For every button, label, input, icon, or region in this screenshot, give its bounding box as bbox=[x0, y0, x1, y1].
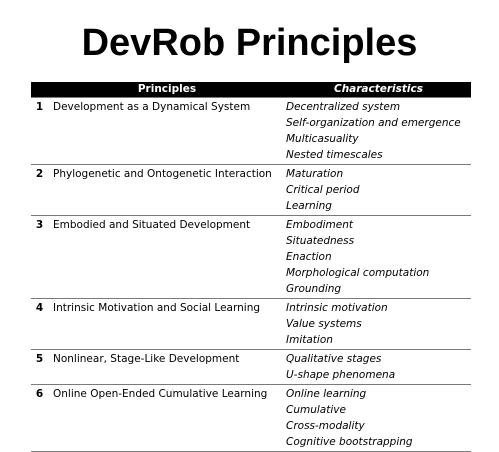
table-row: 2 Phylogenetic and Ontogenetic Interactio… bbox=[31, 164, 471, 216]
characteristic-item: Situatedness bbox=[286, 235, 355, 247]
characteristic-item: Qualitative stages bbox=[286, 353, 382, 365]
characteristics-cell: Decentralized system Self-organization an… bbox=[286, 98, 471, 165]
characteristic-item: Cumulative bbox=[286, 404, 346, 416]
table-header-row: Principles Characteristics bbox=[31, 82, 471, 98]
characteristics-cell: Maturation Critical period Learning bbox=[286, 165, 471, 216]
characteristic-item: Cross-modality bbox=[286, 420, 365, 432]
row-number: 2 bbox=[35, 168, 44, 180]
characteristic-item: Online learning bbox=[286, 388, 367, 400]
characteristic-item: Maturation bbox=[286, 168, 344, 180]
characteristic-item: Critical period bbox=[286, 184, 360, 196]
characteristic-item: Nested timescales bbox=[286, 149, 383, 161]
characteristic-item: Intrinsic motivation bbox=[286, 302, 388, 314]
row-number: 5 bbox=[35, 353, 44, 365]
header-number bbox=[31, 82, 48, 98]
characteristic-item: Multicasuality bbox=[286, 133, 359, 145]
characteristic-item: Enaction bbox=[286, 251, 332, 263]
principle-cell: Intrinsic Motivation and Social Learning bbox=[53, 302, 261, 314]
row-number: 3 bbox=[35, 219, 44, 231]
characteristic-item: Cognitive bootstrapping bbox=[286, 436, 413, 448]
characteristic-item: Self-organization and emergence bbox=[286, 117, 461, 129]
characteristic-item: Embodiment bbox=[286, 219, 353, 231]
characteristic-item: Value systems bbox=[286, 318, 362, 330]
characteristic-item: Learning bbox=[286, 200, 332, 212]
principle-cell: Online Open-Ended Cumulative Learning bbox=[53, 388, 268, 400]
principles-table: Principles Characteristics 1 Development … bbox=[31, 82, 471, 452]
page-title: DevRob Principles bbox=[81, 22, 418, 64]
characteristic-item: Grounding bbox=[286, 283, 342, 295]
characteristics-cell: Qualitative stages U-shape phenomena bbox=[286, 350, 471, 385]
characteristics-cell: Intrinsic motivation Value systems Imitati… bbox=[286, 299, 471, 350]
principle-cell: Phylogenetic and Ontogenetic Interaction bbox=[53, 168, 272, 180]
table-row: 1 Development as a Dynamical System Decent… bbox=[31, 97, 471, 165]
table-row: 5 Nonlinear, Stage-Like Development Qualit… bbox=[31, 349, 471, 385]
header-characteristics: Characteristics bbox=[286, 82, 471, 98]
characteristics-cell: Online learning Cumulative Cross-modality C… bbox=[286, 385, 471, 452]
row-number: 4 bbox=[35, 302, 44, 314]
characteristic-item: Imitation bbox=[286, 334, 333, 346]
row-number: 1 bbox=[35, 101, 44, 113]
row-number: 6 bbox=[35, 388, 44, 400]
principle-cell: Development as a Dynamical System bbox=[53, 101, 251, 113]
characteristic-item: Morphological computation bbox=[286, 267, 430, 279]
header-principles: Principles bbox=[48, 82, 286, 98]
table-row: 4 Intrinsic Motivation and Social Learnin… bbox=[31, 298, 471, 350]
characteristics-cell: Embodiment Situatedness Enaction Morphologi… bbox=[286, 216, 471, 299]
table-row: 6 Online Open-Ended Cumulative Learning On… bbox=[31, 384, 471, 452]
table-row: 3 Embodied and Situated Development Embodi… bbox=[31, 215, 471, 299]
characteristic-item: U-shape phenomena bbox=[286, 369, 396, 381]
principle-cell: Embodied and Situated Development bbox=[53, 219, 251, 231]
characteristic-item: Decentralized system bbox=[286, 101, 401, 113]
principle-cell: Nonlinear, Stage-Like Development bbox=[53, 353, 240, 365]
